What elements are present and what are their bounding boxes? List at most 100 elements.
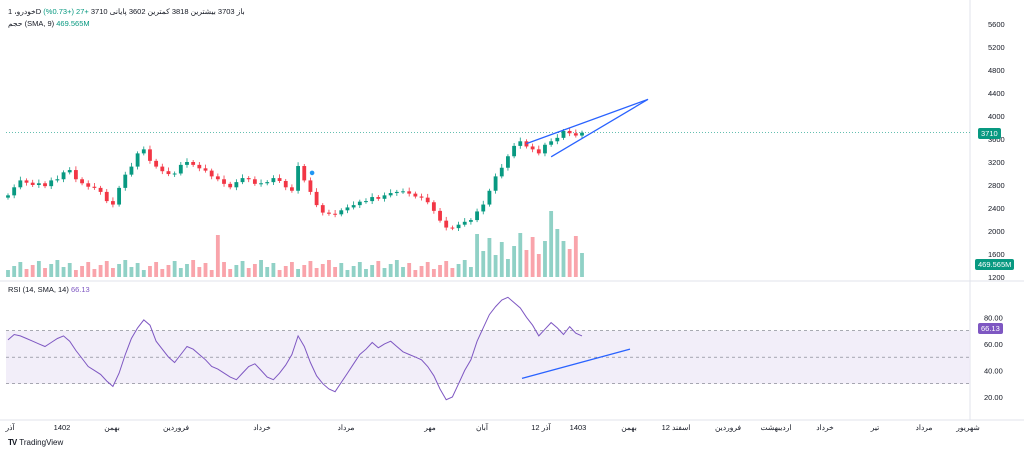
volume-bar xyxy=(320,264,325,277)
last-volume-tag: 469.565M xyxy=(975,259,1015,270)
volume-bar xyxy=(493,255,498,277)
candle-body xyxy=(425,197,430,203)
volume-bar xyxy=(43,268,47,277)
candle-body xyxy=(154,160,159,167)
volume-bar xyxy=(240,261,245,277)
legend-symbol: خودرو، 1D xyxy=(8,7,42,16)
volume-bar xyxy=(425,262,430,277)
volume-bar xyxy=(543,241,547,277)
candle-body xyxy=(265,182,270,184)
volume-bar xyxy=(24,269,29,277)
time-tick-label: 12 اسفند xyxy=(662,423,691,432)
time-tick-label: آذر xyxy=(4,422,15,432)
volume-bar xyxy=(364,269,368,277)
volume-bar xyxy=(462,260,467,277)
candle-body xyxy=(351,205,356,208)
rsi-tick-label: 20.00 xyxy=(984,393,1003,402)
volume-bar xyxy=(271,263,276,277)
candle-body xyxy=(419,196,424,198)
price-tick-label: 2400 xyxy=(988,204,1005,213)
candle-body xyxy=(444,220,449,228)
volume-bar xyxy=(561,241,566,277)
candle-body xyxy=(259,183,263,185)
candle-body xyxy=(215,176,220,180)
volume-bar xyxy=(518,233,523,277)
candle-body xyxy=(86,183,91,187)
volume-bar xyxy=(104,261,109,277)
volume-bar xyxy=(536,254,541,277)
volume-bar xyxy=(246,268,251,277)
volume-bar xyxy=(129,267,134,277)
last-price-tag: 3710 xyxy=(978,128,1001,139)
rsi-legend: RSI (14, SMA, 14) 66.13 xyxy=(8,285,90,294)
price-tick-label: 2000 xyxy=(988,227,1005,236)
tradingview-brand[interactable]: TV TradingView xyxy=(8,438,63,447)
candle-body xyxy=(333,213,338,215)
volume-bar xyxy=(30,265,35,277)
candle-body xyxy=(92,186,97,188)
price-tick-label: 3600 xyxy=(988,135,1005,144)
volume-bar xyxy=(475,234,479,277)
candle-body xyxy=(512,145,517,157)
time-tick-label: خرداد xyxy=(253,423,271,432)
time-tick-label: بهمن xyxy=(104,423,120,432)
candle-body xyxy=(308,180,313,192)
volume-bar xyxy=(438,265,442,277)
volume-bar xyxy=(376,261,381,277)
price-tick-label: 5200 xyxy=(988,43,1005,52)
volume-bar xyxy=(345,270,350,277)
candle-body xyxy=(543,144,547,154)
candle-body xyxy=(104,191,109,202)
volume-bar xyxy=(573,236,578,277)
candle-body xyxy=(456,224,461,229)
volume-bar xyxy=(172,261,177,277)
candle-body xyxy=(61,172,66,180)
candle-body xyxy=(185,162,189,165)
volume-bar xyxy=(407,263,412,277)
volume-bar xyxy=(86,262,91,277)
price-tick-label: 3200 xyxy=(988,158,1005,167)
candle-body xyxy=(197,164,202,169)
volume-bar xyxy=(67,263,72,277)
time-tick-label: اردیبهشت xyxy=(761,423,792,432)
candle-body xyxy=(234,182,239,188)
candle-body xyxy=(536,149,541,154)
candle-body xyxy=(160,166,165,172)
time-tick-label: 12 آذر xyxy=(531,422,551,432)
candle-body xyxy=(24,180,29,183)
volume-bar xyxy=(61,267,66,277)
candle-body xyxy=(314,191,319,206)
candle-body xyxy=(73,170,78,180)
candle-body xyxy=(561,130,566,138)
rsi-tick-label: 80.00 xyxy=(984,313,1003,322)
candle-body xyxy=(209,170,214,177)
candle-body xyxy=(18,180,23,188)
volume-bar xyxy=(92,269,97,277)
candle-body xyxy=(222,179,226,184)
candle-body xyxy=(506,156,510,168)
volume-bar xyxy=(178,268,183,277)
wedge-upper-trendline xyxy=(526,98,649,145)
candle-body xyxy=(413,193,418,197)
candle-body xyxy=(302,166,307,181)
candle-body xyxy=(135,153,140,167)
candle-body xyxy=(117,187,122,205)
candle-body xyxy=(530,146,535,150)
rsi-divergence-trendline xyxy=(521,348,631,380)
volume-bar xyxy=(252,264,257,277)
volume-value: 469.565M xyxy=(56,19,90,28)
volume-bar xyxy=(259,260,263,277)
time-tick-label: مرداد xyxy=(338,423,355,432)
annotation-dot xyxy=(309,170,315,176)
volume-label: حجم (SMA, 9) xyxy=(8,19,55,28)
volume-bar xyxy=(370,265,375,277)
volume-bar xyxy=(296,269,300,277)
price-tick-label: 4400 xyxy=(988,89,1005,98)
rsi-label: RSI (14, SMA, 14) xyxy=(8,285,69,294)
candle-body xyxy=(493,176,498,191)
candle-body xyxy=(388,193,393,196)
time-tick-label: 1403 xyxy=(570,423,587,432)
volume-bar xyxy=(55,260,60,277)
time-tick-label: مرداد xyxy=(916,423,933,432)
